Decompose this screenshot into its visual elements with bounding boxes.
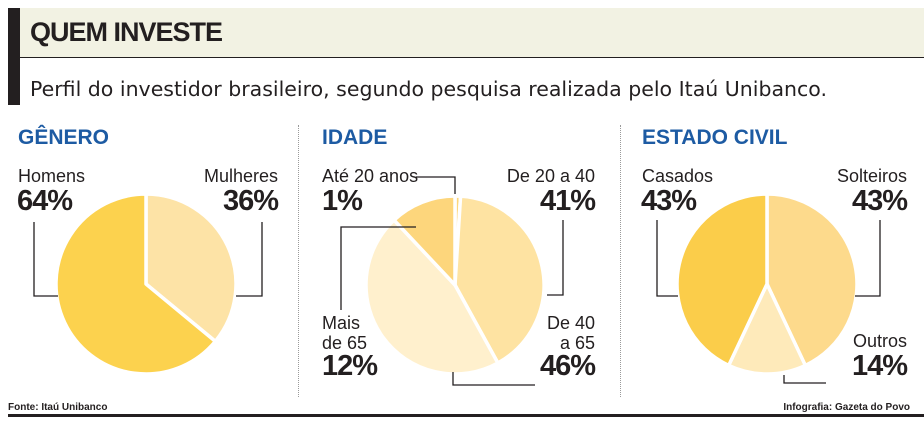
pie-slice-casados [675,192,769,368]
value-40-65: 46% [539,350,596,382]
leader-line [855,220,881,297]
leader-line [783,375,826,384]
leader-line [340,226,416,310]
source-note: Fonte: Itaú Unibanco [8,402,108,413]
label-line: De 40 [546,313,595,333]
label-mulheres: Mulheres [203,166,278,186]
label-line: de 65 [322,333,368,353]
value-ate-20: 1% [322,185,363,217]
leader-line [547,220,564,296]
page-subtitle: Perfil do investidor brasileiro, segundo… [30,77,827,101]
value-outros: 14% [851,350,908,382]
label-mais-65: Mais de 65 [322,313,367,353]
value-mulheres: 36% [222,185,279,217]
leader-line [452,372,535,386]
label-homens: Homens [18,166,86,186]
pie-0 [54,192,238,376]
value-mais-65: 12% [322,350,378,382]
pie-1 [364,194,546,376]
pie-slice-outros [726,282,808,376]
leader-line [236,222,263,297]
chart-title-genero: GÊNERO [18,126,110,149]
leader-line [416,176,456,194]
label-40-65: De 40 a 65 [547,313,595,353]
pie-slice-solteiros [765,192,859,368]
header-accent-bar [8,8,20,105]
pie-slice-de-40-a-65 [364,218,500,376]
divider [620,125,621,397]
pie-2 [675,192,859,376]
value-casados: 43% [641,185,697,217]
value-solteiros: 43% [851,185,908,217]
leader-lines [33,176,881,386]
label-line: Mais [322,313,361,333]
pie-slice-homens [54,192,218,376]
value-homens: 64% [17,185,73,217]
pie-slice-mulheres [144,192,238,344]
page-title: QUEM INVESTE [30,17,223,47]
pie-slice-mais-de-65 [392,194,457,287]
leader-line [656,220,678,297]
value-20-40: 41% [539,185,596,217]
chart-title-estado-civil: ESTADO CIVIL [642,126,788,149]
label-casados: Casados [642,166,714,186]
label-solteiros: Solteiros [836,166,907,186]
divider [298,125,299,397]
label-outros: Outros [852,331,907,351]
pie-slice-de-20-a-40 [453,194,546,365]
label-ate-20: Até 20 anos [322,166,419,186]
label-20-40: De 20 a 40 [506,166,595,186]
chart-title-idade: IDADE [322,126,388,149]
leader-line [33,222,58,297]
credit-note: Infografia: Gazeta do Povo [783,402,910,413]
footer-rule [8,414,924,417]
header-band [8,8,924,58]
label-line: a 65 [559,333,595,353]
